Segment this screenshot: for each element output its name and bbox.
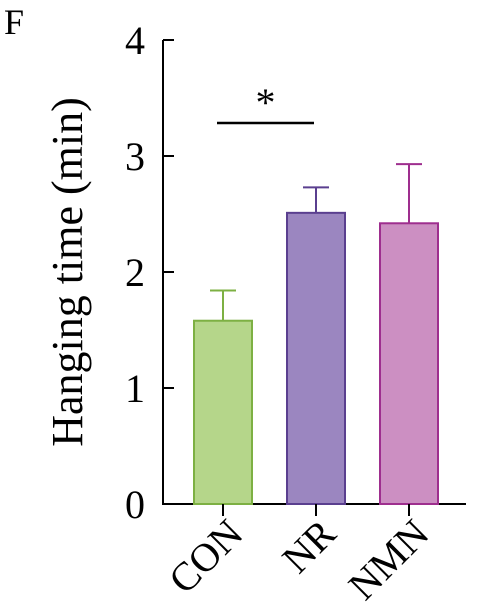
y-tick-label-4: 4 — [125, 18, 145, 63]
x-tick-label-con: CON — [160, 511, 252, 603]
bar-con — [193, 319, 253, 505]
y-tick-label-3: 3 — [125, 134, 145, 179]
bar-nr — [286, 211, 346, 505]
y-tick-label-0: 0 — [125, 482, 145, 527]
x-tick-label-nr: NR — [273, 510, 344, 581]
significance-marker: * — [256, 80, 276, 125]
bar-nmn — [379, 222, 439, 505]
x-tick-label-nmn: NMN — [340, 511, 438, 609]
y-axis-label: Hanging time (min) — [43, 97, 92, 447]
y-tick-label-1: 1 — [125, 366, 145, 411]
panel-label: F — [4, 2, 24, 42]
y-tick-label-2: 2 — [125, 250, 145, 295]
